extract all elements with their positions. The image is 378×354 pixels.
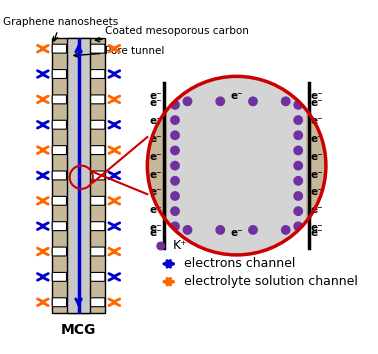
- Text: e⁻: e⁻: [311, 187, 323, 198]
- Circle shape: [281, 96, 291, 106]
- FancyBboxPatch shape: [52, 120, 67, 129]
- Text: e⁻: e⁻: [311, 116, 323, 126]
- FancyBboxPatch shape: [52, 44, 67, 53]
- FancyBboxPatch shape: [52, 196, 67, 205]
- Text: e⁻: e⁻: [311, 223, 323, 233]
- Text: Graphene nanosheets: Graphene nanosheets: [3, 17, 118, 41]
- Text: Pore tunnel: Pore tunnel: [74, 46, 165, 57]
- Circle shape: [248, 225, 258, 235]
- Text: e⁻: e⁻: [311, 98, 323, 108]
- Circle shape: [293, 191, 303, 201]
- Circle shape: [215, 225, 225, 235]
- Circle shape: [293, 161, 303, 171]
- Circle shape: [293, 145, 303, 155]
- Text: e⁻: e⁻: [311, 205, 323, 215]
- Text: MCG: MCG: [61, 323, 96, 337]
- Bar: [52, 38, 105, 313]
- FancyBboxPatch shape: [91, 120, 105, 129]
- Bar: [147, 76, 167, 255]
- FancyBboxPatch shape: [91, 298, 105, 307]
- Text: K⁺: K⁺: [172, 240, 187, 252]
- Circle shape: [156, 241, 165, 250]
- FancyBboxPatch shape: [91, 222, 105, 231]
- Text: e⁻: e⁻: [150, 98, 163, 108]
- Bar: [67, 38, 90, 313]
- Circle shape: [170, 206, 180, 216]
- Circle shape: [293, 115, 303, 125]
- Text: e⁻: e⁻: [150, 228, 163, 238]
- Text: e⁻: e⁻: [150, 91, 163, 101]
- Circle shape: [293, 176, 303, 186]
- FancyBboxPatch shape: [52, 69, 67, 79]
- FancyBboxPatch shape: [91, 69, 105, 79]
- Circle shape: [170, 130, 180, 140]
- FancyBboxPatch shape: [52, 145, 67, 155]
- Circle shape: [293, 130, 303, 140]
- Text: e⁻: e⁻: [230, 91, 243, 101]
- FancyBboxPatch shape: [91, 44, 105, 53]
- Bar: [306, 76, 326, 255]
- FancyBboxPatch shape: [52, 298, 67, 307]
- Text: electrolyte solution channel: electrolyte solution channel: [184, 275, 358, 288]
- FancyBboxPatch shape: [91, 196, 105, 205]
- Text: e⁻: e⁻: [150, 134, 163, 144]
- Text: e⁻: e⁻: [311, 152, 323, 162]
- Circle shape: [170, 161, 180, 171]
- Circle shape: [183, 96, 192, 106]
- Circle shape: [170, 115, 180, 125]
- Text: e⁻: e⁻: [150, 187, 163, 198]
- FancyBboxPatch shape: [52, 171, 67, 180]
- Circle shape: [170, 191, 180, 201]
- FancyBboxPatch shape: [52, 222, 67, 231]
- Text: electrons channel: electrons channel: [184, 257, 295, 270]
- FancyBboxPatch shape: [52, 95, 67, 104]
- Text: e⁻: e⁻: [150, 205, 163, 215]
- Text: e⁻: e⁻: [150, 152, 163, 162]
- Text: e⁻: e⁻: [311, 134, 323, 144]
- FancyBboxPatch shape: [91, 145, 105, 155]
- Circle shape: [147, 76, 326, 255]
- Text: e⁻: e⁻: [150, 116, 163, 126]
- Circle shape: [248, 96, 258, 106]
- FancyBboxPatch shape: [52, 273, 67, 281]
- Text: e⁻: e⁻: [311, 228, 323, 238]
- Text: e⁻: e⁻: [150, 170, 163, 179]
- Circle shape: [293, 222, 303, 231]
- Text: e⁻: e⁻: [311, 91, 323, 101]
- FancyBboxPatch shape: [91, 273, 105, 281]
- Circle shape: [215, 96, 225, 106]
- Circle shape: [170, 100, 180, 110]
- FancyBboxPatch shape: [91, 171, 105, 180]
- FancyBboxPatch shape: [91, 247, 105, 256]
- Circle shape: [293, 100, 303, 110]
- Circle shape: [281, 225, 291, 235]
- Circle shape: [170, 145, 180, 155]
- Circle shape: [170, 176, 180, 186]
- Circle shape: [293, 206, 303, 216]
- FancyBboxPatch shape: [52, 247, 67, 256]
- Text: Coated mesoporous carbon: Coated mesoporous carbon: [95, 27, 249, 42]
- Text: e⁻: e⁻: [311, 170, 323, 179]
- Circle shape: [183, 225, 192, 235]
- Text: e⁻: e⁻: [150, 223, 163, 233]
- Circle shape: [170, 222, 180, 231]
- Text: e⁻: e⁻: [230, 228, 243, 238]
- FancyBboxPatch shape: [91, 95, 105, 104]
